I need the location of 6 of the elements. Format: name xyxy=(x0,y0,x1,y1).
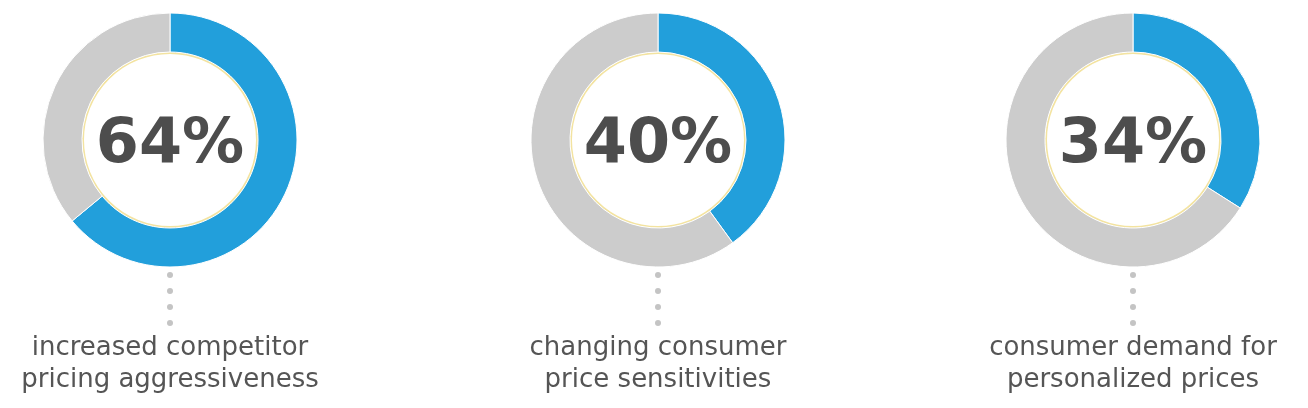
text: consumer demand for personalized prices xyxy=(988,330,1278,394)
text: changing consumer price sensitivities xyxy=(528,330,788,394)
data-label: 64% xyxy=(95,103,245,177)
data-label: 40% xyxy=(583,103,733,177)
text: increased competitor pricing aggressiveness xyxy=(20,330,320,394)
data-label: 34% xyxy=(1058,103,1208,177)
